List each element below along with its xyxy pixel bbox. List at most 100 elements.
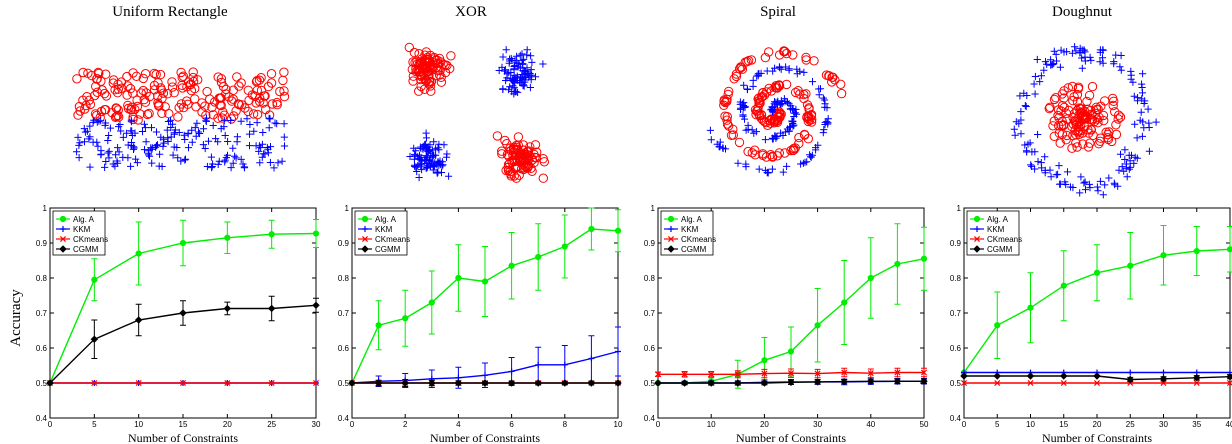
blue-class-point	[1024, 140, 1032, 148]
blue-class-point	[785, 127, 793, 135]
red-class-point	[775, 110, 785, 120]
blue-class-point	[1076, 189, 1084, 197]
data-point	[1026, 372, 1035, 380]
blue-class-point	[1116, 150, 1125, 158]
blue-class-point	[1028, 148, 1036, 156]
blue-class-point	[1047, 56, 1055, 64]
y-tick-label: 0.9	[644, 239, 656, 248]
series-alg-a	[654, 223, 928, 389]
blue-class-point	[273, 120, 281, 128]
blue-class-point	[265, 114, 273, 122]
blue-class-point	[445, 172, 453, 180]
red-class-point	[1087, 81, 1098, 92]
data-point	[428, 379, 436, 387]
blue-class-point	[1030, 80, 1038, 88]
data-point	[813, 378, 822, 386]
legend-label: CKmeans	[681, 235, 716, 244]
blue-class-point	[1081, 178, 1089, 186]
legend-label: Alg. A	[73, 215, 95, 224]
x-tick-label: 25	[1126, 420, 1135, 429]
blue-class-point	[755, 70, 763, 78]
blue-class-point	[790, 109, 798, 117]
scatter-spiral	[706, 46, 847, 177]
blue-class-point	[442, 153, 451, 161]
blue-class-point	[423, 162, 432, 170]
red-class-point	[83, 68, 93, 79]
series-ckmeans	[960, 379, 1232, 387]
data-point	[561, 361, 568, 368]
blue-class-point	[772, 100, 780, 108]
legend-marker	[361, 245, 369, 253]
blue-class-point	[80, 138, 89, 146]
legend-label: KKM	[681, 225, 699, 234]
series-cgmm	[46, 295, 320, 387]
red-class-point	[1092, 104, 1102, 115]
red-class-point	[101, 69, 111, 79]
red-class-point	[803, 112, 814, 122]
blue-class-point	[503, 70, 511, 78]
series-alg-a	[348, 207, 622, 387]
legend-marker	[973, 215, 981, 223]
data-point	[734, 379, 742, 387]
blue-class-point	[1040, 66, 1048, 74]
red-class-point	[836, 79, 846, 90]
red-class-point	[169, 88, 179, 98]
red-class-point	[275, 86, 285, 97]
data-point	[814, 322, 821, 329]
data-point	[894, 260, 901, 268]
data-point	[1226, 246, 1232, 253]
data-point	[920, 377, 928, 385]
blue-class-point	[1133, 134, 1141, 142]
red-class-point	[509, 156, 519, 167]
blue-class-point	[114, 159, 122, 167]
x-tick-label: 0	[350, 420, 355, 429]
blue-class-point	[93, 138, 101, 146]
data-point	[1127, 369, 1134, 376]
data-point	[481, 278, 489, 285]
red-class-point	[244, 95, 254, 106]
red-class-point	[416, 58, 426, 68]
blue-class-point	[270, 164, 278, 172]
red-class-point	[1092, 114, 1102, 124]
red-class-point	[279, 86, 289, 96]
blue-class-point	[513, 58, 521, 66]
red-class-point	[506, 146, 516, 156]
red-class-point	[743, 146, 753, 157]
red-class-point	[1049, 116, 1060, 126]
blue-class-point	[280, 133, 288, 141]
x-tick-label: 50	[920, 420, 929, 429]
blue-class-point	[1133, 97, 1142, 105]
blue-class-point	[177, 157, 185, 165]
y-tick-label: 0.4	[338, 414, 350, 423]
blue-class-point	[1101, 181, 1109, 189]
data-point	[840, 377, 848, 386]
blue-class-point	[1126, 163, 1134, 171]
red-class-point	[272, 100, 282, 110]
data-point	[680, 379, 689, 387]
blue-class-point	[220, 117, 228, 125]
red-class-point	[1110, 107, 1120, 117]
red-class-point	[92, 74, 102, 84]
blue-class-point	[201, 144, 209, 153]
data-point	[508, 262, 515, 269]
blue-class-point	[777, 65, 785, 73]
blue-class-point	[227, 116, 235, 125]
blue-class-point	[1081, 53, 1089, 61]
red-class-point	[126, 105, 136, 115]
red-class-point	[414, 49, 424, 59]
red-class-point	[167, 82, 178, 92]
red-class-point	[190, 83, 200, 94]
blue-class-point	[526, 83, 534, 92]
red-class-point	[436, 57, 446, 67]
legend-marker	[973, 235, 981, 243]
blue-class-point	[768, 105, 776, 113]
blue-class-point	[1078, 64, 1086, 72]
blue-class-point	[808, 151, 816, 159]
legend-marker	[668, 226, 674, 232]
red-class-point	[155, 69, 166, 80]
x-axis-label: Number of Constraints	[430, 431, 540, 444]
blue-class-point	[773, 133, 781, 141]
red-class-point	[1068, 130, 1078, 141]
red-class-point	[426, 76, 437, 87]
y-tick-label: 0.5	[36, 379, 48, 388]
